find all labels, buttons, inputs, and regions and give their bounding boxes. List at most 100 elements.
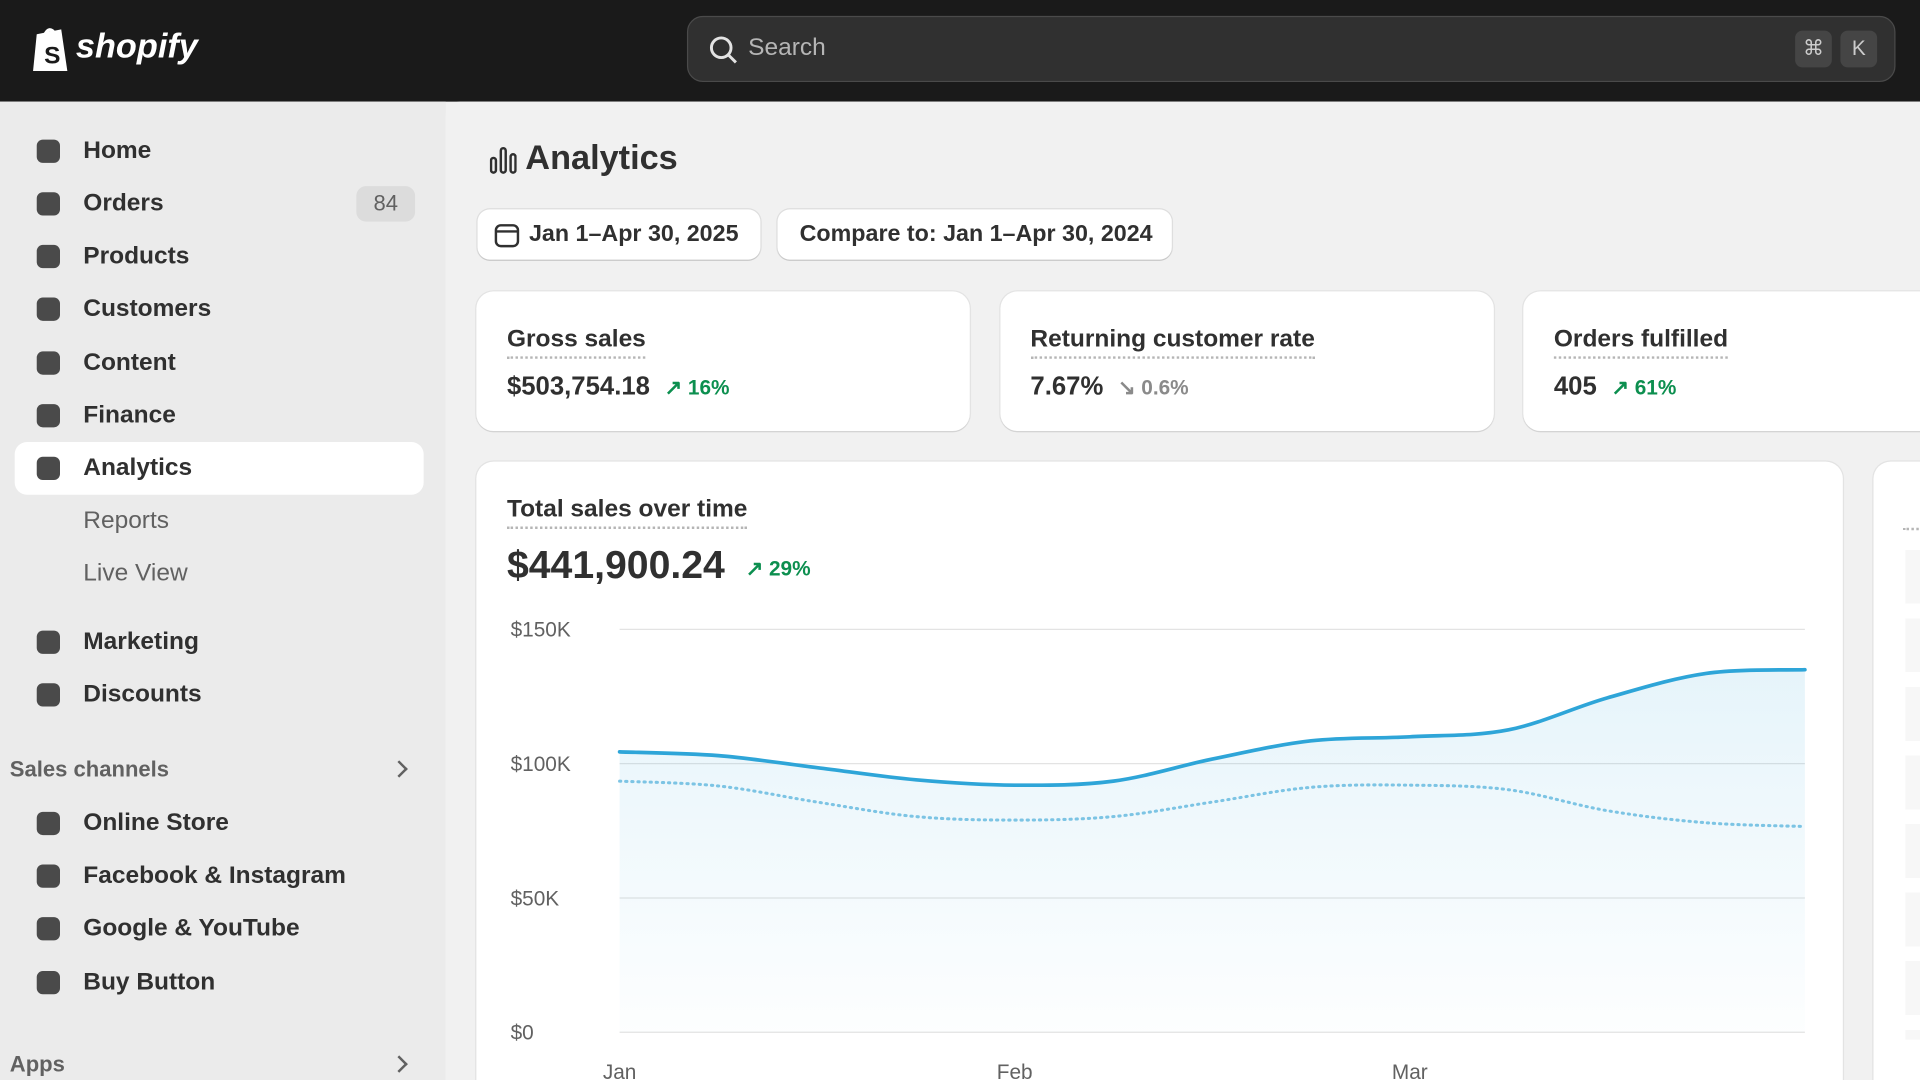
nav-item[interactable]: Live View (15, 547, 424, 600)
nav-item[interactable]: Finance (15, 389, 424, 442)
nav-icon (36, 191, 61, 215)
logo-icon: S (33, 28, 68, 72)
kpi-change-value: 0.6% (1141, 375, 1189, 400)
nav-item[interactable]: Discounts (15, 668, 424, 721)
nav-item[interactable]: Marketing (15, 615, 424, 668)
nav-label: Finance (83, 401, 176, 428)
kpi-value: 7.67% (1030, 372, 1104, 401)
line (617, 667, 1807, 788)
chart-change: ↗ 29% (745, 557, 811, 581)
search-icon (709, 36, 737, 64)
nav-item[interactable]: Customers (15, 282, 424, 335)
nav-item[interactable]: Products (15, 230, 424, 283)
nav-label: Reports (83, 506, 170, 534)
nav-label: Content (83, 348, 176, 376)
sidebar (0, 101, 446, 1080)
nav-icon (36, 403, 61, 427)
nav-label: Marketing (83, 627, 199, 655)
kpi-card[interactable]: Gross sales $503,754.18 ↗ 16% (476, 291, 970, 432)
nav-icon (36, 630, 61, 654)
search-box[interactable]: Search ⌘ K (686, 15, 1896, 83)
shortcut-key: ⌘ (1795, 30, 1832, 68)
calendar-icon (494, 224, 520, 248)
y-tick-label: $150K (511, 619, 571, 642)
page-title: Analytics (525, 138, 678, 177)
nav-label: Live View (83, 558, 188, 586)
x-tick-label: Jan (603, 1061, 637, 1080)
nav-label: Online Store (83, 808, 229, 836)
side-card-rows (1905, 549, 1920, 1040)
date-range-button[interactable]: Jan 1–Apr 30, 2025 (477, 209, 761, 260)
compare-range: Compare to: Jan 1–Apr 30, 2024 (799, 221, 1153, 248)
nav-label: Discounts (83, 680, 202, 708)
shortcut-key: K (1840, 30, 1878, 68)
kpi-card[interactable]: Orders fulfilled 405 ↗ 61% (1523, 291, 1920, 432)
nav-item[interactable]: Home (15, 124, 424, 177)
nav-label: Home (83, 136, 152, 164)
nav-item[interactable]: Buy Button (15, 956, 424, 1009)
kpi-card[interactable]: Returning customer rate 7.67% ↘ 0.6% (999, 291, 1494, 432)
kpi-value: $503,754.18 (506, 372, 650, 401)
top-bar: S shopify Search ⌘ K (0, 0, 1920, 102)
kpi-value: 405 (1553, 372, 1597, 401)
nav-icon (36, 916, 61, 940)
analytics-icon (489, 146, 517, 174)
kpi-title: Gross sales (506, 326, 646, 359)
nav-item[interactable]: Google & YouTube (15, 902, 424, 955)
nav-icon (36, 296, 61, 321)
nav-label: Products (83, 241, 190, 269)
kpi-row: $503,754.18 ↗ 16% (507, 372, 730, 401)
line (618, 779, 1807, 829)
nav-label: Google & YouTube (83, 914, 300, 942)
kpi-change-value: 16% (687, 375, 730, 400)
search-placeholder: Search (748, 34, 826, 62)
nav-label: Facebook & Instagram (83, 861, 346, 889)
chart-total: $441,900.24 (506, 542, 725, 587)
nav-label: Buy Button (83, 967, 216, 995)
nav-item[interactable]: Reports (15, 494, 424, 547)
kpi-title: Orders fulfilled (1553, 326, 1729, 359)
kpi-change: ↗ 61% (1611, 375, 1677, 400)
y-tick-label: $50K (511, 887, 560, 910)
kpi-title: Returning customer rate (1030, 326, 1315, 359)
chart-title: Total sales over time (506, 496, 748, 529)
nav-item[interactable]: Facebook & Instagram (15, 849, 424, 902)
y-tick-label: $100K (511, 753, 571, 776)
nav-item[interactable]: Orders 84 (15, 177, 424, 230)
x-tick-label: Mar (1392, 1061, 1428, 1080)
date-range: Jan 1–Apr 30, 2025 (528, 221, 739, 248)
svg-text:S: S (44, 43, 60, 70)
area (619, 669, 1805, 1033)
x-tick-label: Feb (997, 1061, 1033, 1080)
chart-change-value: 29% (768, 557, 811, 581)
section-title: Sales channels (9, 756, 170, 782)
kpi-change: ↘ 0.6% (1118, 375, 1189, 400)
nav-icon (36, 682, 61, 706)
kpi-row: 405 ↗ 61% (1554, 372, 1677, 401)
nav-item[interactable]: Analytics (14, 441, 424, 495)
kpi-change-value: 61% (1634, 375, 1677, 400)
compare-button[interactable]: Compare to: Jan 1–Apr 30, 2024 (777, 209, 1172, 260)
nav-icon (36, 138, 61, 163)
nav-label: Orders (83, 189, 164, 217)
nav-label: Analytics (83, 453, 193, 481)
nav-icon (36, 863, 61, 888)
kpi-row: 7.67% ↘ 0.6% (1030, 372, 1188, 401)
section-title: Apps (9, 1051, 65, 1077)
logo: shopify (75, 26, 198, 65)
side-card-header (1902, 498, 1920, 531)
nav-icon (36, 244, 61, 268)
nav-icon (36, 350, 61, 375)
nav-icon (36, 811, 61, 835)
y-tick-label: $0 (511, 1022, 534, 1045)
nav-label: Customers (83, 294, 212, 322)
badge: 84 (356, 185, 416, 222)
nav-item[interactable]: Content (15, 336, 424, 389)
side-card (1873, 461, 1920, 1080)
nav-icon (36, 456, 61, 480)
nav-item[interactable]: Online Store (15, 797, 424, 850)
kpi-change: ↗ 16% (664, 375, 730, 400)
nav-icon (36, 970, 61, 994)
